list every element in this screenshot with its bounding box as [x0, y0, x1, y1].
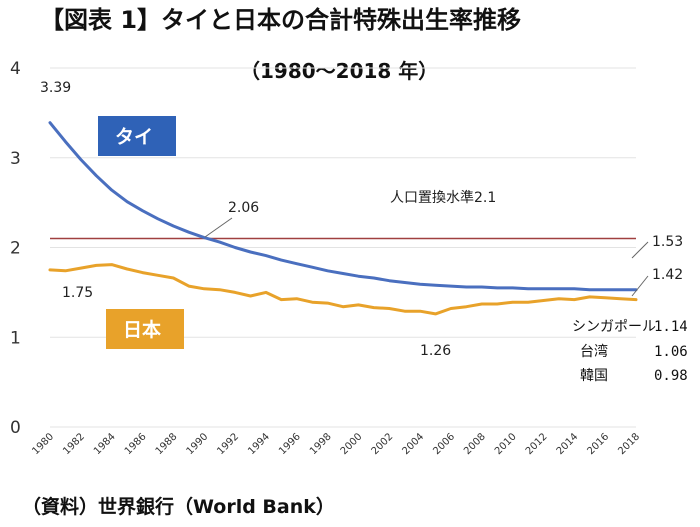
replacement-level-label: 人口置換水準2.1 [390, 190, 496, 206]
x-tick-label: 2000 [339, 431, 365, 457]
x-tick-label: 1996 [277, 431, 303, 457]
y-axis: 0 1 2 3 4 [10, 59, 21, 438]
x-tick-label: 2010 [493, 431, 519, 457]
label-thai-cross: 2.06 [228, 200, 259, 216]
chart-subtitle: （1980～2018 年） [240, 59, 438, 83]
leader-japan-end [631, 275, 649, 297]
x-tick-label: 1988 [154, 431, 180, 457]
other-country-name-taiwan: 台湾 [580, 343, 608, 360]
x-tick-label: 2002 [370, 431, 396, 457]
label-japan-end: 1.42 [652, 267, 683, 283]
fertility-chart: 【図表 1】タイと日本の合計特殊出生率推移 （1980～2018 年） 0 1 2 3… [10, 6, 688, 457]
other-country-value-singapore: 1.14 [654, 319, 688, 335]
y-tick-label: 3 [10, 149, 21, 169]
y-tick-label: 2 [10, 239, 21, 259]
x-tick-label: 1998 [308, 431, 334, 457]
leader-thai-cross [204, 217, 233, 238]
y-tick-label: 0 [10, 418, 21, 438]
series-group [48, 121, 638, 316]
other-country-value-korea: 0.98 [654, 368, 688, 384]
y-tick-label: 4 [10, 59, 21, 79]
chart-title: 【図表 1】タイと日本の合計特殊出生率推移 [40, 6, 521, 34]
series-line-thailand [48, 121, 638, 292]
x-tick-label: 2008 [462, 431, 488, 457]
legend-japan-box [106, 309, 184, 349]
y-tick-label: 1 [10, 328, 21, 348]
x-tick-label: 1990 [185, 431, 211, 457]
x-tick-label: 2016 [586, 431, 612, 457]
x-tick-label: 2004 [400, 431, 426, 457]
label-japan-start: 1.75 [62, 285, 93, 301]
label-thai-end: 1.53 [652, 234, 683, 250]
x-tick-label: 2006 [431, 431, 457, 457]
legend-japan: 日本 [123, 318, 161, 341]
x-tick-label: 1994 [246, 431, 272, 457]
legend-thai-box [98, 116, 176, 156]
x-tick-label: 1980 [30, 431, 56, 457]
x-tick-label: 1984 [92, 431, 118, 457]
x-tick-label: 2014 [555, 431, 581, 457]
label-japan-min: 1.26 [420, 343, 451, 359]
legend-thai: タイ [115, 126, 153, 148]
x-tick-label: 1992 [215, 431, 241, 457]
source-note: （資料）世界銀行（World Bank） [22, 496, 335, 518]
other-country-name-korea: 韓国 [580, 368, 608, 384]
other-country-value-taiwan: 1.06 [654, 344, 688, 360]
x-tick-label: 2012 [524, 431, 550, 457]
x-axis: 1980 1982 1984 1986 1988 1990 1992 1994 1996 1998… [30, 431, 642, 457]
label-thai-start: 3.39 [40, 80, 71, 96]
leader-thai-end [631, 241, 649, 259]
other-country-name-singapore: シンガポール [572, 319, 656, 335]
x-tick-label: 1986 [123, 431, 149, 457]
x-tick-label: 2018 [616, 431, 642, 457]
series-line-japan [48, 263, 638, 316]
x-tick-label: 1982 [61, 431, 87, 457]
other-countries: シンガポール 1.14 台湾 1.06 韓国 0.98 [572, 319, 688, 384]
